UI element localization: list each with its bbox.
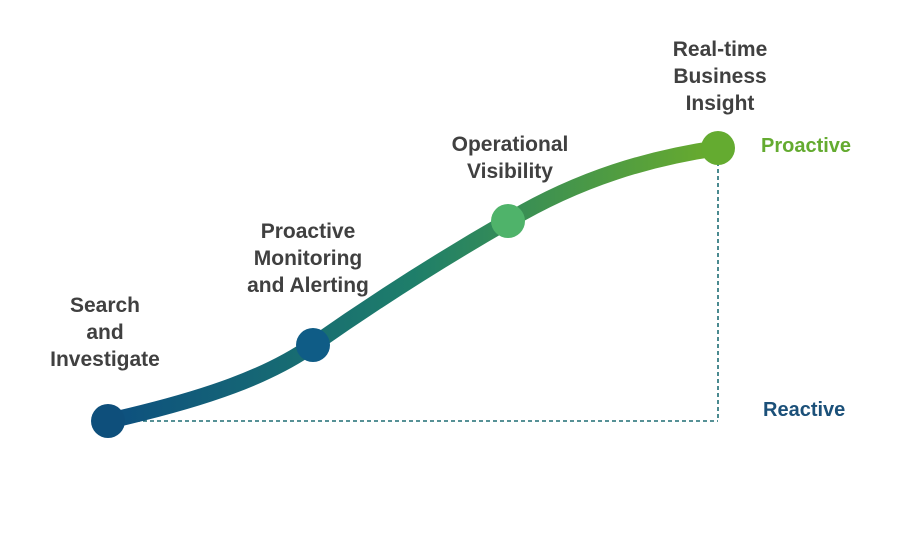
stage-label-visibility: Operational Visibility xyxy=(451,133,569,183)
stage-marker-search xyxy=(91,404,125,438)
stage-label-search: Search and Investigate xyxy=(50,294,160,371)
reactive-level-label: Reactive xyxy=(763,399,846,421)
stage-marker-insight xyxy=(701,131,735,165)
maturity-curve xyxy=(100,140,726,429)
proactive-level-label: Proactive xyxy=(761,135,852,157)
stage-marker-monitoring xyxy=(296,328,330,362)
stage-label-monitoring: Proactive Monitoring and Alerting xyxy=(247,220,369,297)
stage-marker-visibility xyxy=(491,204,525,238)
stage-label-insight: Real-time Business Insight xyxy=(672,38,768,115)
